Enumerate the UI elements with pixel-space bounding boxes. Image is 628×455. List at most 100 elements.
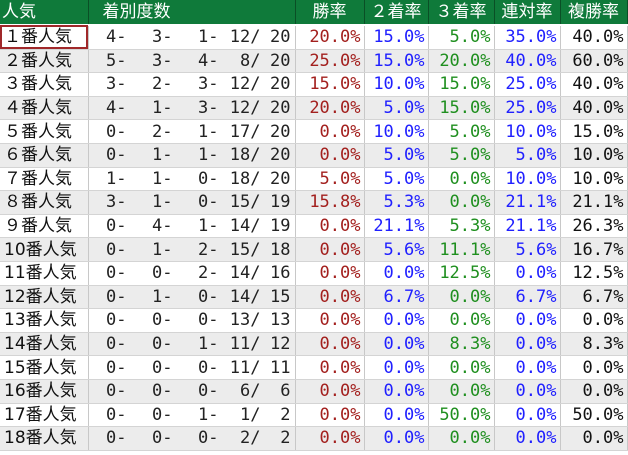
win-rate-cell[interactable]: 0.0%	[295, 403, 365, 428]
record-cell[interactable]: 0- 0- 1- 1/2	[88, 403, 296, 428]
fukusho-rate-cell[interactable]: 10.0%	[560, 167, 628, 192]
popularity-cell[interactable]: ９番人気	[0, 214, 89, 239]
win-rate-cell[interactable]: 0.0%	[295, 143, 365, 168]
win-rate-cell[interactable]: 15.0%	[295, 72, 365, 97]
win-rate-cell[interactable]: 5.0%	[295, 167, 365, 192]
third-rate-cell[interactable]: 0.0%	[428, 167, 495, 192]
second-rate-cell[interactable]: 15.0%	[364, 49, 429, 74]
rentai-rate-cell[interactable]: 0.0%	[494, 403, 561, 428]
popularity-cell[interactable]: 12番人気	[0, 285, 89, 310]
win-rate-cell[interactable]: 20.0%	[295, 25, 365, 50]
fukusho-rate-cell[interactable]: 0.0%	[560, 379, 628, 404]
fukusho-rate-cell[interactable]: 40.0%	[560, 72, 628, 97]
rentai-rate-cell[interactable]: 21.1%	[494, 214, 561, 239]
win-rate-cell[interactable]: 0.0%	[295, 426, 365, 451]
record-cell[interactable]: 0- 0- 0- 6/6	[88, 379, 296, 404]
second-rate-cell[interactable]: 0.0%	[364, 332, 429, 357]
popularity-cell[interactable]: 11番人気	[0, 261, 89, 286]
win-rate-cell[interactable]: 0.0%	[295, 119, 365, 144]
popularity-cell[interactable]: 14番人気	[0, 332, 89, 357]
third-rate-cell[interactable]: 5.0%	[428, 143, 495, 168]
popularity-cell[interactable]: ４番人気	[0, 96, 89, 121]
rentai-rate-cell[interactable]: 25.0%	[494, 72, 561, 97]
header-record[interactable]: 着別度数	[88, 0, 296, 26]
second-rate-cell[interactable]: 0.0%	[364, 403, 429, 428]
fukusho-rate-cell[interactable]: 0.0%	[560, 426, 628, 451]
popularity-cell[interactable]: ３番人気	[0, 72, 89, 97]
fukusho-rate-cell[interactable]: 26.3%	[560, 214, 628, 239]
third-rate-cell[interactable]: 0.0%	[428, 379, 495, 404]
record-cell[interactable]: 0- 1- 1- 18/20	[88, 143, 296, 168]
rentai-rate-cell[interactable]: 10.0%	[494, 119, 561, 144]
fukusho-rate-cell[interactable]: 0.0%	[560, 308, 628, 333]
third-rate-cell[interactable]: 5.0%	[428, 119, 495, 144]
fukusho-rate-cell[interactable]: 40.0%	[560, 25, 628, 50]
win-rate-cell[interactable]: 0.0%	[295, 214, 365, 239]
popularity-cell[interactable]: 16番人気	[0, 379, 89, 404]
popularity-cell[interactable]: 15番人気	[0, 355, 89, 380]
record-cell[interactable]: 5- 3- 4- 8/20	[88, 49, 296, 74]
win-rate-cell[interactable]: 0.0%	[295, 379, 365, 404]
rentai-rate-cell[interactable]: 21.1%	[494, 190, 561, 215]
record-cell[interactable]: 4- 1- 3- 12/20	[88, 96, 296, 121]
fukusho-rate-cell[interactable]: 50.0%	[560, 403, 628, 428]
header-second-rate[interactable]: ２着率	[364, 0, 429, 26]
second-rate-cell[interactable]: 0.0%	[364, 426, 429, 451]
third-rate-cell[interactable]: 0.0%	[428, 308, 495, 333]
second-rate-cell[interactable]: 5.3%	[364, 190, 429, 215]
record-cell[interactable]: 0- 4- 1- 14/19	[88, 214, 296, 239]
rentai-rate-cell[interactable]: 0.0%	[494, 332, 561, 357]
popularity-cell[interactable]: ７番人気	[0, 167, 89, 192]
second-rate-cell[interactable]: 6.7%	[364, 285, 429, 310]
popularity-cell[interactable]: 13番人気	[0, 308, 89, 333]
record-cell[interactable]: 0- 1- 0- 14/15	[88, 285, 296, 310]
second-rate-cell[interactable]: 0.0%	[364, 308, 429, 333]
fukusho-rate-cell[interactable]: 6.7%	[560, 285, 628, 310]
record-cell[interactable]: 4- 3- 1- 12/20	[88, 25, 296, 50]
record-cell[interactable]: 3- 2- 3- 12/20	[88, 72, 296, 97]
popularity-cell[interactable]: ８番人気	[0, 190, 89, 215]
win-rate-cell[interactable]: 0.0%	[295, 261, 365, 286]
rentai-rate-cell[interactable]: 25.0%	[494, 96, 561, 121]
second-rate-cell[interactable]: 21.1%	[364, 214, 429, 239]
header-fukusho-rate[interactable]: 複勝率	[560, 0, 628, 26]
second-rate-cell[interactable]: 10.0%	[364, 72, 429, 97]
second-rate-cell[interactable]: 5.0%	[364, 96, 429, 121]
second-rate-cell[interactable]: 0.0%	[364, 355, 429, 380]
header-third-rate[interactable]: ３着率	[428, 0, 495, 26]
second-rate-cell[interactable]: 5.6%	[364, 237, 429, 262]
popularity-cell[interactable]: ６番人気	[0, 143, 89, 168]
header-win-rate[interactable]: 勝率	[295, 0, 365, 26]
third-rate-cell[interactable]: 50.0%	[428, 403, 495, 428]
popularity-cell[interactable]: 17番人気	[0, 403, 89, 428]
second-rate-cell[interactable]: 0.0%	[364, 261, 429, 286]
fukusho-rate-cell[interactable]: 15.0%	[560, 119, 628, 144]
rentai-rate-cell[interactable]: 5.6%	[494, 237, 561, 262]
rentai-rate-cell[interactable]: 0.0%	[494, 379, 561, 404]
rentai-rate-cell[interactable]: 0.0%	[494, 308, 561, 333]
record-cell[interactable]: 0- 0- 1- 11/12	[88, 332, 296, 357]
header-rentai-rate[interactable]: 連対率	[494, 0, 561, 26]
fukusho-rate-cell[interactable]: 40.0%	[560, 96, 628, 121]
win-rate-cell[interactable]: 0.0%	[295, 308, 365, 333]
rentai-rate-cell[interactable]: 35.0%	[494, 25, 561, 50]
third-rate-cell[interactable]: 0.0%	[428, 190, 495, 215]
third-rate-cell[interactable]: 20.0%	[428, 49, 495, 74]
third-rate-cell[interactable]: 12.5%	[428, 261, 495, 286]
fukusho-rate-cell[interactable]: 12.5%	[560, 261, 628, 286]
popularity-cell[interactable]: ２番人気	[0, 49, 89, 74]
record-cell[interactable]: 0- 0- 0- 13/13	[88, 308, 296, 333]
rentai-rate-cell[interactable]: 0.0%	[494, 426, 561, 451]
second-rate-cell[interactable]: 15.0%	[364, 25, 429, 50]
header-popularity[interactable]: 人気	[0, 0, 89, 26]
fukusho-rate-cell[interactable]: 10.0%	[560, 143, 628, 168]
win-rate-cell[interactable]: 0.0%	[295, 285, 365, 310]
second-rate-cell[interactable]: 0.0%	[364, 379, 429, 404]
popularity-cell[interactable]: ５番人気	[0, 119, 89, 144]
third-rate-cell[interactable]: 5.3%	[428, 214, 495, 239]
third-rate-cell[interactable]: 11.1%	[428, 237, 495, 262]
win-rate-cell[interactable]: 0.0%	[295, 237, 365, 262]
rentai-rate-cell[interactable]: 5.0%	[494, 143, 561, 168]
popularity-cell[interactable]: 18番人気	[0, 426, 89, 451]
record-cell[interactable]: 3- 1- 0- 15/19	[88, 190, 296, 215]
